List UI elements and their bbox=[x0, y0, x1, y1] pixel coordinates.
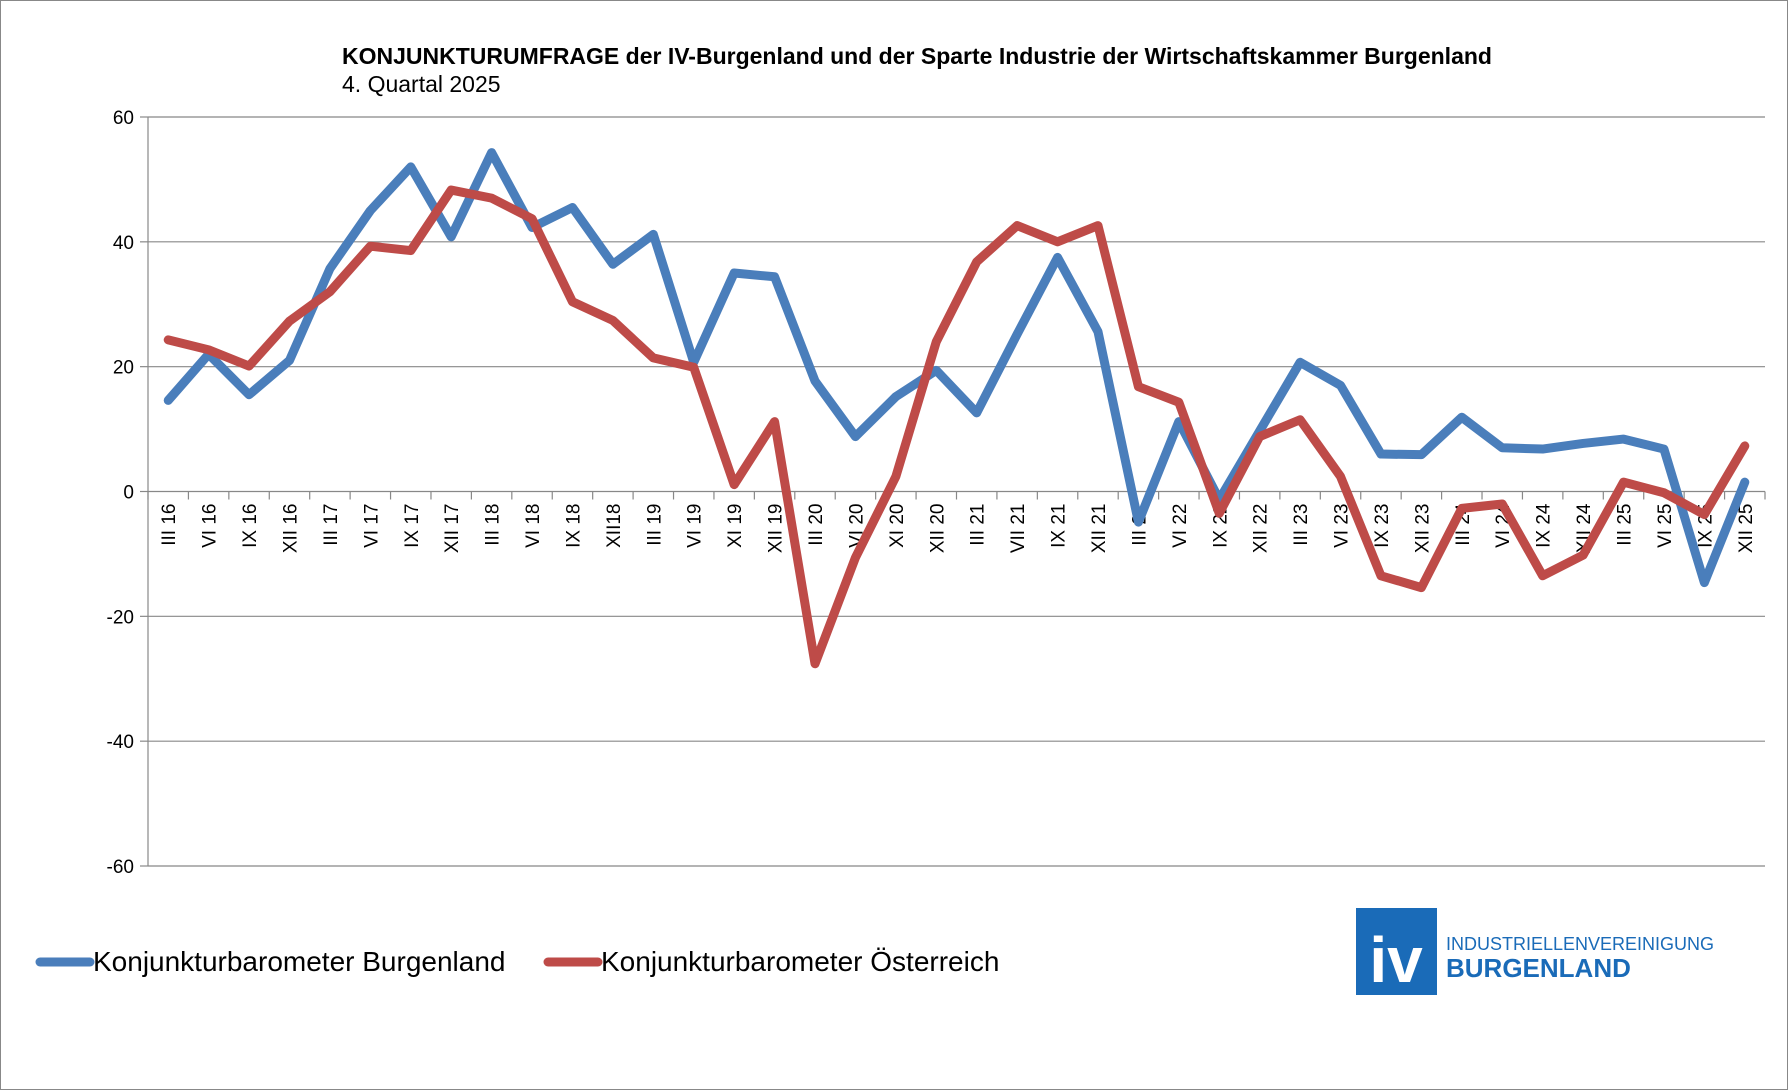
x-tick-label: XII 25 bbox=[1736, 504, 1757, 554]
x-tick-label: VII 21 bbox=[1008, 504, 1029, 554]
x-tick-label: XI 20 bbox=[887, 504, 908, 548]
x-tick-label: VI 18 bbox=[523, 504, 544, 548]
legend-label: Konjunkturbarometer Österreich bbox=[601, 946, 999, 977]
x-tick-label: III 20 bbox=[806, 504, 827, 546]
y-tick-label: -20 bbox=[107, 607, 134, 628]
iv-logo: iv INDUSTRIELLENVEREINIGUNG BURGENLAND bbox=[1356, 908, 1714, 996]
x-tick-label: XII 19 bbox=[766, 504, 787, 554]
x-tick-label: XI 19 bbox=[725, 504, 746, 548]
x-tick-label: III 23 bbox=[1291, 504, 1312, 546]
x-tick-label: XII 21 bbox=[1089, 504, 1110, 554]
logo-mark bbox=[1356, 908, 1437, 995]
x-tick-label: XII 22 bbox=[1251, 504, 1272, 554]
x-tick-label: III 18 bbox=[483, 504, 504, 546]
x-tick-label: III 21 bbox=[968, 504, 989, 546]
x-tick-label: XII 20 bbox=[927, 504, 948, 554]
y-tick-label: 20 bbox=[113, 358, 134, 379]
logo-iv-text: iv bbox=[1369, 924, 1423, 996]
y-tick-label: 40 bbox=[113, 233, 134, 254]
x-tick-label: VI 17 bbox=[361, 504, 382, 548]
legend-label: Konjunkturbarometer Burgenland bbox=[93, 946, 505, 977]
x-tick-label: XII 23 bbox=[1412, 504, 1433, 554]
y-tick-label: 60 bbox=[113, 108, 134, 129]
x-tick-label: VI 16 bbox=[200, 504, 221, 548]
x-tick-label: IX 17 bbox=[402, 504, 423, 548]
series-line-1 bbox=[163, 185, 1750, 669]
x-tick-label: IX 18 bbox=[563, 504, 584, 548]
series-line-0 bbox=[163, 148, 1750, 588]
x-tick-label: III 17 bbox=[321, 504, 342, 546]
x-tick-label: IX 24 bbox=[1534, 503, 1555, 548]
logo-line1: INDUSTRIELLENVEREINIGUNG bbox=[1446, 934, 1714, 954]
y-tick-label: -40 bbox=[107, 732, 134, 753]
x-tick-label: III 19 bbox=[644, 504, 665, 546]
x-tick-label: XII 16 bbox=[280, 504, 301, 554]
x-tick-label: III 16 bbox=[159, 504, 180, 546]
x-tick-label: VI 25 bbox=[1655, 504, 1676, 548]
x-tick-label: XII 17 bbox=[442, 504, 463, 554]
x-tick-label: IX 16 bbox=[240, 504, 261, 548]
x-tick-label: III 25 bbox=[1615, 504, 1636, 546]
y-tick-label: 0 bbox=[123, 483, 134, 504]
y-tick-label: -60 bbox=[107, 857, 134, 878]
x-tick-label: VI 19 bbox=[685, 504, 706, 548]
x-tick-label: IX 21 bbox=[1049, 504, 1070, 548]
x-tick-label: XII18 bbox=[604, 504, 625, 548]
x-tick-label: VI 22 bbox=[1170, 504, 1191, 548]
x-tick-label: IX 23 bbox=[1372, 504, 1393, 548]
chart-title: KONJUNKTURUMFRAGE der IV-Burgenland und … bbox=[342, 43, 1492, 69]
x-tick-label: VI 23 bbox=[1332, 504, 1353, 548]
chart-subtitle: 4. Quartal 2025 bbox=[342, 71, 501, 97]
logo-line2: BURGENLAND bbox=[1446, 953, 1631, 983]
